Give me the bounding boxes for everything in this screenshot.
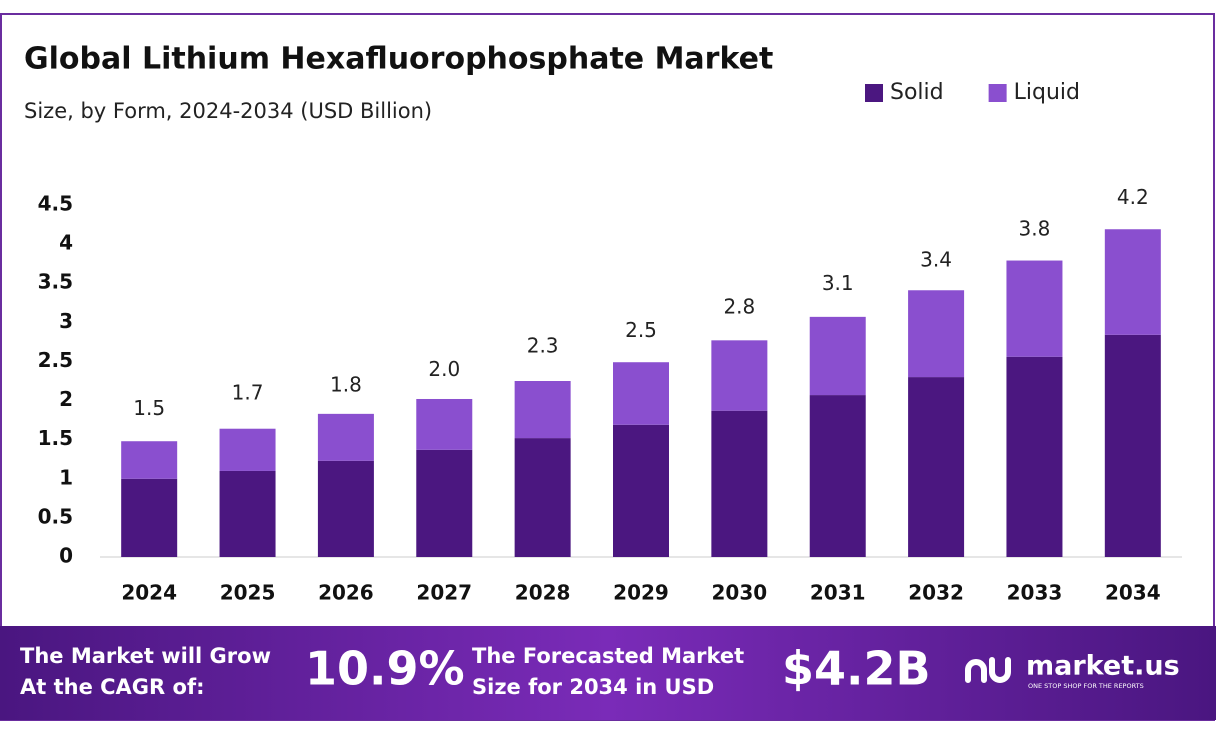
bar-segment — [809, 395, 866, 557]
legend-label: Liquid — [1014, 80, 1080, 105]
brand-tagline: ONE STOP SHOP FOR THE REPORTS — [1028, 682, 1144, 690]
total-label: 1.5 — [133, 396, 165, 420]
bar-segment — [416, 398, 473, 450]
legend-label: Solid — [890, 80, 944, 105]
bar-segment — [121, 441, 178, 479]
y-tick-label: 3.5 — [38, 270, 73, 294]
cagr-value: 10.9% — [305, 642, 465, 696]
chart-subtitle: Size, by Form, 2024-2034 (USD Billion) — [24, 99, 432, 123]
bar-segment — [121, 478, 178, 557]
bar-segment — [908, 377, 965, 557]
bar-segment — [219, 428, 276, 471]
bar-segment — [711, 410, 768, 557]
y-tick-label: 0 — [59, 544, 73, 568]
forecast-value: $4.2B — [782, 642, 931, 696]
x-tick-label: 2033 — [1007, 581, 1063, 605]
y-tick-label: 2 — [59, 387, 73, 411]
x-tick-label: 2025 — [220, 581, 276, 605]
total-label: 2.8 — [723, 294, 755, 318]
x-tick-label: 2032 — [908, 581, 964, 605]
forecast-text: The Forecasted Market — [472, 644, 744, 668]
y-tick-label: 0.5 — [38, 504, 73, 528]
brand-logo — [965, 657, 1011, 683]
legend-swatch — [865, 84, 883, 102]
total-label: 4.2 — [1117, 185, 1149, 209]
chart-title: Global Lithium Hexafluorophosphate Marke… — [24, 42, 773, 77]
x-tick-label: 2030 — [712, 581, 768, 605]
bar-segment — [514, 438, 571, 557]
footer-band — [0, 626, 1216, 720]
bar-segment — [809, 316, 866, 396]
bar-segment — [317, 413, 374, 461]
total-label: 1.7 — [232, 381, 264, 405]
x-tick-label: 2028 — [515, 581, 571, 605]
forecast-text: Size for 2034 in USD — [472, 675, 714, 699]
total-label: 2.3 — [527, 334, 559, 358]
bar-segment — [613, 362, 669, 425]
x-tick-label: 2027 — [416, 581, 472, 605]
bar-segment — [1006, 356, 1063, 557]
bar-segment — [416, 449, 473, 557]
cagr-text: The Market will Grow — [20, 644, 271, 668]
bar-segment — [514, 381, 571, 439]
total-label: 2.0 — [428, 357, 460, 381]
x-tick-label: 2031 — [810, 581, 866, 605]
bar-segment — [908, 290, 965, 378]
y-tick-label: 3 — [59, 309, 73, 333]
brand-name: market.us — [1026, 651, 1180, 682]
total-label: 1.8 — [330, 373, 362, 397]
bar-segment — [317, 460, 374, 557]
total-label: 3.4 — [920, 248, 952, 272]
cagr-text: At the CAGR of: — [20, 675, 205, 699]
y-tick-label: 4.5 — [38, 192, 73, 216]
bar-segment — [711, 340, 768, 411]
total-label: 3.8 — [1019, 216, 1051, 240]
x-tick-label: 2024 — [121, 581, 177, 605]
total-label: 3.1 — [822, 271, 854, 295]
y-tick-label: 1.5 — [38, 426, 73, 450]
bar-segment — [1104, 334, 1161, 557]
x-tick-label: 2034 — [1105, 581, 1161, 605]
bar-segment — [219, 470, 276, 557]
y-tick-label: 4 — [59, 231, 73, 255]
y-tick-label: 1 — [59, 465, 73, 489]
bar-segment — [613, 424, 669, 557]
bar-segment — [1006, 260, 1063, 357]
x-tick-label: 2029 — [613, 581, 669, 605]
x-tick-label: 2026 — [318, 581, 374, 605]
legend-swatch — [988, 84, 1007, 102]
bar-segment — [1104, 229, 1161, 335]
y-tick-label: 2.5 — [38, 348, 73, 372]
total-label: 2.5 — [625, 318, 657, 342]
